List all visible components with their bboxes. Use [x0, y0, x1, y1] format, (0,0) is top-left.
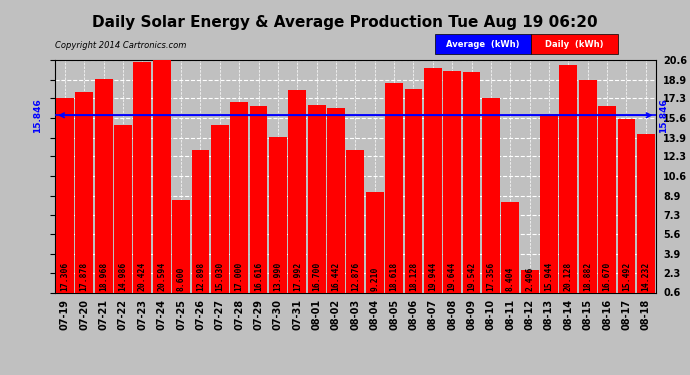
- Text: 19.644: 19.644: [448, 261, 457, 291]
- Text: 15.944: 15.944: [544, 261, 553, 291]
- Bar: [346, 150, 364, 300]
- Bar: [366, 192, 384, 300]
- Text: 18.882: 18.882: [583, 261, 592, 291]
- Text: 17.306: 17.306: [61, 261, 70, 291]
- Text: 9.210: 9.210: [371, 266, 380, 291]
- Bar: [133, 62, 151, 300]
- Text: 16.442: 16.442: [331, 261, 340, 291]
- Bar: [637, 134, 655, 300]
- Text: 8.600: 8.600: [177, 266, 186, 291]
- Text: 12.876: 12.876: [351, 261, 360, 291]
- Text: 18.618: 18.618: [390, 261, 399, 291]
- Text: 16.616: 16.616: [254, 261, 263, 291]
- Bar: [462, 72, 480, 300]
- Text: 2.496: 2.496: [525, 266, 534, 291]
- Bar: [75, 92, 93, 300]
- Text: 17.878: 17.878: [80, 261, 89, 291]
- Bar: [95, 79, 112, 300]
- Bar: [404, 89, 422, 300]
- Text: 15.030: 15.030: [215, 261, 224, 291]
- Text: 19.944: 19.944: [428, 261, 437, 291]
- Text: 15.492: 15.492: [622, 261, 631, 291]
- Text: Copyright 2014 Cartronics.com: Copyright 2014 Cartronics.com: [55, 41, 186, 50]
- Text: 15.846: 15.846: [33, 98, 43, 133]
- Bar: [308, 105, 326, 300]
- Bar: [172, 200, 190, 300]
- Bar: [56, 98, 74, 300]
- Bar: [192, 150, 209, 300]
- Text: 20.424: 20.424: [138, 261, 147, 291]
- Text: 14.232: 14.232: [641, 261, 650, 291]
- Bar: [482, 98, 500, 300]
- Bar: [579, 80, 597, 300]
- Text: 17.000: 17.000: [235, 261, 244, 291]
- Text: 16.700: 16.700: [312, 261, 321, 291]
- Text: Average  (kWh): Average (kWh): [446, 40, 520, 49]
- Text: 20.128: 20.128: [564, 261, 573, 291]
- Bar: [114, 125, 132, 300]
- Bar: [230, 102, 248, 300]
- Text: 14.986: 14.986: [119, 261, 128, 291]
- Bar: [521, 270, 538, 300]
- Text: 8.404: 8.404: [506, 266, 515, 291]
- Bar: [327, 108, 345, 300]
- Bar: [560, 66, 578, 300]
- Text: 13.990: 13.990: [273, 261, 282, 291]
- Text: Daily Solar Energy & Average Production Tue Aug 19 06:20: Daily Solar Energy & Average Production …: [92, 15, 598, 30]
- Bar: [502, 202, 519, 300]
- Text: Daily  (kWh): Daily (kWh): [545, 40, 604, 49]
- Text: 17.992: 17.992: [293, 261, 302, 291]
- Bar: [424, 68, 442, 300]
- Bar: [540, 114, 558, 300]
- Bar: [385, 83, 403, 300]
- Bar: [211, 125, 228, 300]
- Bar: [443, 71, 461, 300]
- Text: 20.594: 20.594: [157, 261, 166, 291]
- Text: 18.968: 18.968: [99, 261, 108, 291]
- Bar: [288, 90, 306, 300]
- Text: 18.128: 18.128: [409, 261, 418, 291]
- Text: 17.356: 17.356: [486, 261, 495, 291]
- Text: 15.846: 15.846: [659, 98, 669, 133]
- Bar: [618, 119, 635, 300]
- Text: 12.898: 12.898: [196, 261, 205, 291]
- Bar: [598, 106, 616, 300]
- Bar: [269, 137, 287, 300]
- Bar: [250, 106, 268, 300]
- Text: 16.670: 16.670: [602, 261, 611, 291]
- Bar: [152, 60, 170, 300]
- Text: 19.542: 19.542: [467, 261, 476, 291]
